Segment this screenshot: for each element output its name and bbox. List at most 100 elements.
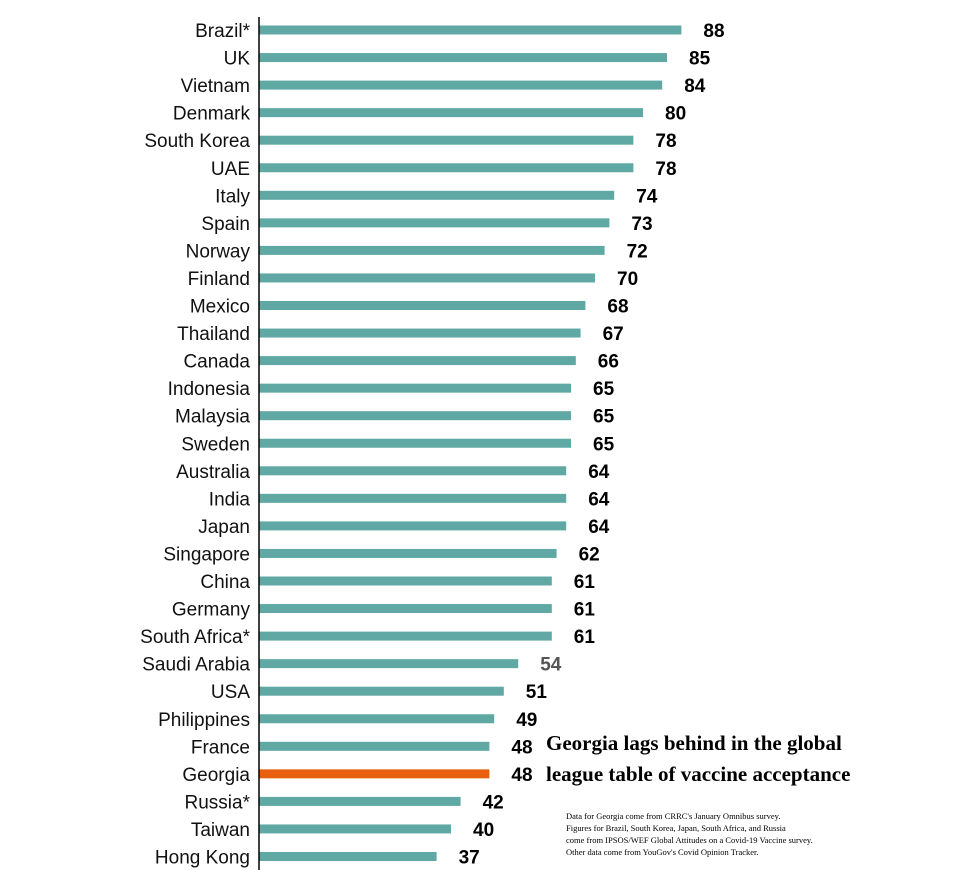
source-note-line-4: Other data come from YouGov's Covid Opin… — [566, 847, 759, 857]
category-labels-group: Brazil* UK Vietnam Denmark South Korea UAE Ita… — [140, 21, 250, 869]
bar-uk — [259, 53, 667, 63]
bar-south-korea — [259, 135, 634, 145]
category-label-singapore: Singapore — [163, 544, 250, 565]
source-note-line-2: Figures for Brazil, South Korea, Japan, … — [566, 823, 786, 833]
value-label-japan: 64 — [588, 517, 610, 538]
bar-taiwan — [259, 824, 451, 834]
bar-south-africa — [259, 631, 552, 641]
bar-saudi-arabia — [259, 659, 519, 669]
category-label-south-korea: South Korea — [144, 131, 250, 152]
category-label-usa: USA — [211, 682, 250, 703]
bar-spain — [259, 218, 610, 228]
category-label-china: China — [200, 572, 250, 593]
category-label-norway: Norway — [186, 241, 251, 262]
category-label-brazil: Brazil* — [195, 21, 251, 42]
value-label-usa: 51 — [526, 682, 548, 703]
headline-line-2: league table of vaccine acceptance — [546, 762, 851, 786]
value-label-germany: 61 — [574, 600, 596, 621]
value-label-china: 61 — [574, 572, 596, 593]
value-label-italy: 74 — [636, 186, 658, 207]
value-label-denmark: 80 — [665, 104, 686, 125]
bar-philippines — [259, 714, 495, 724]
bar-germany — [259, 604, 552, 614]
value-label-norway: 72 — [627, 241, 648, 262]
value-label-saudi-arabia: 54 — [540, 655, 562, 676]
value-label-canada: 66 — [598, 352, 619, 373]
category-label-thailand: Thailand — [177, 324, 250, 345]
category-label-russia: Russia* — [185, 792, 251, 813]
value-label-uae: 78 — [655, 159, 676, 180]
bar-indonesia — [259, 383, 571, 393]
category-label-malaysia: Malaysia — [175, 407, 250, 428]
headline-line-1: Georgia lags behind in the global — [546, 731, 842, 755]
value-label-sweden: 65 — [593, 434, 615, 455]
bar-singapore — [259, 548, 557, 558]
category-label-philippines: Philippines — [158, 710, 250, 731]
bar-hong-kong — [259, 852, 437, 861]
bars-group — [259, 25, 682, 861]
category-label-taiwan: Taiwan — [191, 820, 250, 841]
value-label-mexico: 68 — [607, 297, 628, 318]
category-label-sweden: Sweden — [181, 434, 250, 455]
value-label-hong-kong: 37 — [459, 848, 480, 869]
value-label-malaysia: 65 — [593, 407, 615, 428]
category-label-mexico: Mexico — [190, 297, 250, 318]
bar-canada — [259, 356, 576, 366]
category-label-georgia: Georgia — [182, 765, 250, 786]
value-label-taiwan: 40 — [473, 820, 494, 841]
value-label-russia: 42 — [483, 792, 504, 813]
bar-australia — [259, 466, 567, 476]
bar-china — [259, 576, 552, 586]
category-label-hong-kong: Hong Kong — [155, 848, 250, 869]
value-label-uk: 85 — [689, 49, 711, 70]
category-label-vietnam: Vietnam — [181, 76, 250, 97]
value-label-brazil: 88 — [703, 21, 724, 42]
bar-russia — [259, 796, 461, 806]
category-label-japan: Japan — [198, 517, 250, 538]
category-label-canada: Canada — [183, 352, 250, 373]
category-label-india: India — [209, 489, 251, 510]
bar-sweden — [259, 438, 571, 448]
category-label-italy: Italy — [215, 186, 250, 207]
value-labels-group: 88 85 84 80 78 78 74 73 72 70 68 67 66 65 65 65 64 64 64 62… — [459, 21, 725, 869]
value-label-singapore: 62 — [579, 544, 600, 565]
bar-finland — [259, 273, 595, 283]
value-label-georgia: 48 — [511, 765, 532, 786]
category-label-uae: UAE — [211, 159, 250, 180]
bar-mexico — [259, 301, 586, 310]
value-label-france: 48 — [511, 737, 532, 758]
category-label-germany: Germany — [172, 600, 251, 621]
bar-norway — [259, 245, 605, 255]
bar-thailand — [259, 328, 581, 338]
source-note-line-1: Data for Georgia come from CRRC's Januar… — [566, 811, 781, 821]
category-label-saudi-arabia: Saudi Arabia — [142, 655, 250, 676]
value-label-india: 64 — [588, 489, 610, 510]
value-label-south-korea: 78 — [655, 131, 676, 152]
value-label-spain: 73 — [631, 214, 652, 235]
bar-vietnam — [259, 80, 663, 90]
bar-india — [259, 493, 567, 503]
category-label-spain: Spain — [201, 214, 250, 235]
headline: Georgia lags behind in the global league… — [546, 728, 946, 790]
category-label-south-africa: South Africa* — [140, 627, 250, 648]
bar-malaysia — [259, 411, 571, 421]
source-note-line-3: come from IPSOS/WEF Global Attitudes on … — [566, 835, 813, 845]
bar-usa — [259, 686, 504, 696]
value-label-vietnam: 84 — [684, 76, 706, 97]
source-note: Data for Georgia come from CRRC's Januar… — [566, 810, 966, 858]
category-label-australia: Australia — [176, 462, 250, 483]
bar-japan — [259, 521, 567, 531]
bar-georgia — [259, 769, 490, 779]
bar-uae — [259, 163, 634, 173]
category-label-indonesia: Indonesia — [168, 379, 251, 400]
bar-italy — [259, 190, 615, 200]
value-label-indonesia: 65 — [593, 379, 615, 400]
bar-brazil — [259, 25, 682, 35]
value-label-finland: 70 — [617, 269, 638, 290]
bar-denmark — [259, 108, 643, 118]
category-label-finland: Finland — [188, 269, 250, 290]
value-label-australia: 64 — [588, 462, 610, 483]
value-label-philippines: 49 — [516, 710, 537, 731]
category-label-uk: UK — [224, 49, 251, 70]
